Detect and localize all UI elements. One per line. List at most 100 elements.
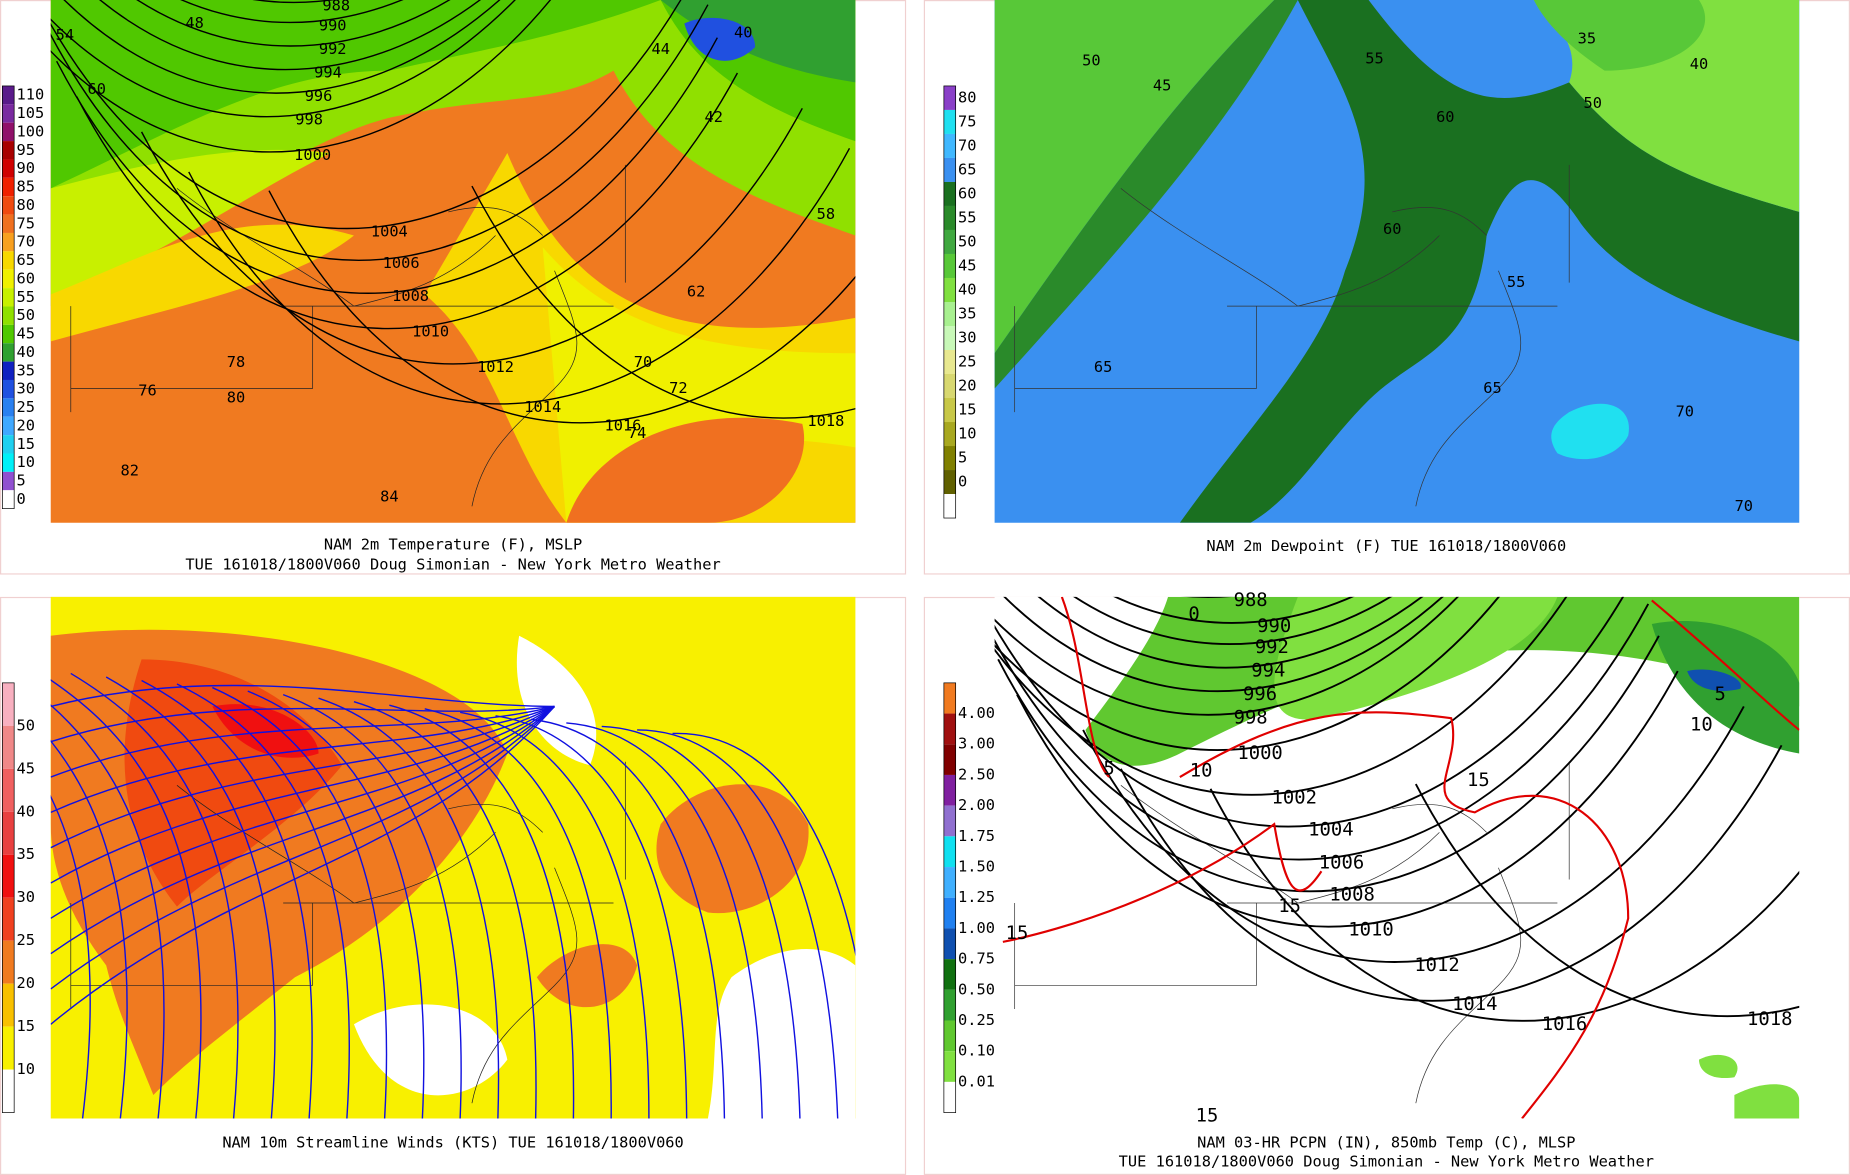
colorbar-swatch [2,288,15,307]
isobar [1016,670,1679,928]
colorbar-label: 10 [17,1060,35,1078]
isobar [268,190,856,424]
colorbar-label: 0.75 [958,950,995,968]
colorbar-label: 1.50 [958,858,995,876]
map-fill [1179,0,1800,523]
colorbar-label: 75 [17,214,35,232]
colorbar-label: 40 [17,802,35,820]
contour-label: 5 [1715,684,1726,705]
colorbar-swatch [2,811,15,855]
colorbar-label: 1.00 [958,919,995,937]
contour-label: 60 [1436,108,1454,126]
streamline [530,718,726,1119]
temp-contour [1060,596,1110,778]
isobar [50,0,552,153]
streamline [50,739,128,1119]
map-fill [1533,0,1706,71]
colorbar-label: 85 [17,178,35,196]
contour-label: 42 [705,108,723,126]
contour-label: 80 [227,388,245,406]
colorbar-swatch [2,768,15,812]
contour-label: 70 [634,353,652,371]
contour-label: 988 [1234,590,1268,611]
boundary-line [1392,206,1487,236]
colorbar-label: 15 [958,401,976,419]
boundary-line [1415,867,1521,1104]
contour-label: 1000 [294,146,331,164]
colorbar-swatch [2,269,15,289]
colorbar-swatch [943,805,956,837]
contour-label: 35 [1578,29,1596,47]
colorbar-swatch [943,85,956,110]
contour-label: 988 [322,0,350,14]
colorbar-swatch [943,133,956,158]
map-fill [1085,596,1800,766]
map-fill [1551,403,1629,460]
streamline [566,722,763,1119]
isobar [994,603,1650,861]
isobar [994,596,1568,796]
streamline [460,711,650,1119]
colorbar-swatch [943,928,956,960]
colorbar-label: 35 [17,845,35,863]
contour-label: 55 [1365,49,1383,67]
colorbar-swatch [2,251,15,270]
isobar [50,4,709,261]
colorbar-label: 0.50 [958,980,995,998]
colorbar-label: 20 [17,416,35,434]
colorbar-label: 2.00 [958,796,995,814]
contour-label: 58 [817,205,835,223]
isobar [994,596,1624,828]
map-fill [353,1004,508,1096]
contour-label: 1006 [383,254,420,272]
colorbar-label: 10 [958,425,976,443]
colorbar-swatch [2,232,15,252]
colorbar-label: 45 [958,256,976,274]
isobar [99,0,481,71]
isobar [1209,788,1800,1022]
map-fill [994,0,1298,389]
contour-label: 1010 [412,323,449,341]
streamline [50,705,556,1025]
colorbar-swatch [943,744,956,775]
colorbar-label: 95 [17,141,35,159]
contour-label: 15 [1278,896,1301,917]
colorbar-label: 15 [17,435,35,453]
streamline [50,705,555,849]
contour-label: 48 [185,14,203,32]
isobar [994,596,1500,751]
colorbar-swatch [943,470,956,495]
colorbar-swatch [2,1026,15,1070]
contour-label: 1018 [807,412,844,430]
isobar [1113,596,1354,624]
colorbar-swatch [2,104,15,123]
colorbar-swatch [943,989,956,1021]
boundary-line [1014,761,1570,1009]
contour-label: 990 [319,16,347,34]
contour-label: 1008 [392,287,429,305]
boundary-line [471,867,578,1104]
boundary-line [70,164,626,413]
contour-label: 994 [1251,661,1285,682]
colorbar-frame [2,85,15,509]
colorbar-swatch [943,398,956,423]
colorbar-swatch [943,446,956,471]
colorbar-swatch [2,85,15,105]
boundary-line [448,803,543,833]
contour-label: 992 [1255,637,1289,658]
colorbar-swatch [2,725,15,769]
colorbar-swatch [2,682,15,726]
streamline [141,679,313,1119]
contour-label: 1014 [1452,994,1497,1015]
streamline [389,704,575,1119]
map-fill [707,949,856,1119]
contour-label: 994 [314,64,342,82]
colorbar-swatch [2,416,15,436]
colorbar-label: 25 [17,398,35,416]
contour-label: 40 [734,23,752,41]
streamline [50,795,91,1119]
colorbar-label: 30 [17,888,35,906]
colorbar-swatch [2,983,15,1027]
colorbar-swatch [943,1051,956,1082]
